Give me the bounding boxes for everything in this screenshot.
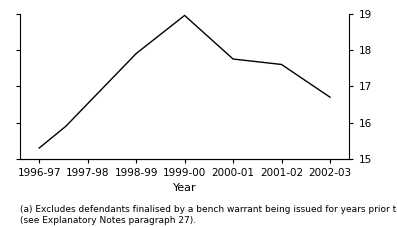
Text: (a) Excludes defendants finalised by a bench warrant being issued for years prio: (a) Excludes defendants finalised by a b… <box>20 205 397 225</box>
X-axis label: Year: Year <box>173 183 197 193</box>
